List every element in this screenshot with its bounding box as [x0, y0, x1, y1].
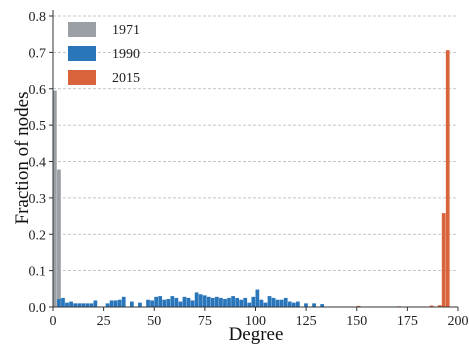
y-tick-label: 0.6 — [29, 83, 47, 98]
bar-2015-194 — [445, 50, 450, 307]
bar-1990-104 — [263, 302, 268, 307]
bar-1990-68 — [190, 300, 195, 307]
bar-1990-82 — [219, 297, 223, 307]
legend-label-1990: 1990 — [112, 47, 140, 62]
bar-1990-14 — [81, 303, 86, 307]
x-tick-label: 50 — [147, 314, 161, 329]
bar-1990-112 — [279, 299, 284, 307]
bar-1990-114 — [283, 297, 288, 307]
bar-1990-28 — [109, 300, 114, 307]
bar-1990-12 — [77, 303, 82, 307]
bar-1971-2 — [57, 169, 61, 307]
bar-1990-102 — [259, 299, 264, 307]
gridlines — [53, 15, 458, 272]
bar-1990-120 — [296, 301, 300, 307]
bar-1990-38 — [129, 301, 134, 307]
legend-swatch-1990 — [68, 46, 96, 61]
bar-1990-6 — [65, 302, 69, 307]
bar-1990-10 — [73, 303, 77, 307]
bar-1990-96 — [247, 302, 252, 307]
bar-1990-80 — [215, 296, 219, 307]
bar-1990-42 — [138, 302, 142, 307]
bar-1990-26 — [105, 303, 110, 307]
bar-1990-98 — [251, 296, 256, 307]
x-tick-label: 175 — [397, 314, 418, 329]
bar-1990-78 — [210, 297, 215, 307]
bar-1990-34 — [121, 296, 126, 307]
x-tick-label: 25 — [97, 314, 111, 329]
bar-2015-192 — [441, 213, 446, 307]
bar-1990-124 — [304, 303, 308, 307]
bar-1990-2 — [57, 298, 61, 307]
y-tick-label: 0.5 — [29, 119, 47, 134]
legend-label-2015: 2015 — [112, 71, 140, 86]
y-tick-label: 0.0 — [29, 301, 47, 316]
bar-1990-20 — [93, 300, 98, 307]
x-tick-label: 0 — [50, 314, 57, 329]
y-tick-label: 0.4 — [29, 156, 47, 171]
bar-1990-56 — [166, 298, 171, 307]
legend-label-1971: 1971 — [112, 23, 140, 38]
bars — [53, 50, 450, 307]
bar-1990-18 — [89, 303, 94, 307]
bar-1990-30 — [113, 300, 118, 307]
x-tick-label: 150 — [346, 314, 367, 329]
bar-1990-90 — [235, 297, 239, 307]
legend: 1971 1990 2015 — [68, 22, 140, 86]
bar-1990-48 — [150, 300, 154, 307]
bar-1990-92 — [239, 299, 244, 307]
bar-1990-84 — [223, 298, 227, 307]
axes: 0.0 0.1 0.2 0.3 0.4 0.5 0.6 0.7 0.8 0 25 50 75 100 125… — [29, 10, 469, 329]
bar-1990-74 — [202, 295, 207, 307]
bar-1990-110 — [275, 299, 280, 307]
bar-1990-72 — [198, 294, 203, 307]
bar-1990-50 — [154, 296, 158, 307]
bar-1971-0 — [53, 90, 57, 307]
bar-1990-86 — [227, 297, 231, 307]
x-tick-label: 75 — [198, 314, 212, 329]
bar-1990-64 — [182, 296, 187, 307]
bar-1990-132 — [320, 304, 325, 307]
bar-1990-46 — [146, 299, 150, 307]
y-tick-label: 0.7 — [29, 46, 47, 61]
bar-1990-16 — [85, 303, 90, 307]
bar-1990-4 — [61, 297, 65, 307]
x-tick-label: 200 — [448, 314, 469, 329]
x-axis-title: Degree — [229, 324, 284, 345]
bar-1990-88 — [231, 296, 235, 307]
legend-swatch-2015 — [68, 70, 96, 85]
y-tick-label: 0.2 — [29, 228, 47, 243]
bar-1990-118 — [291, 302, 296, 307]
bar-2015-186 — [429, 305, 434, 307]
y-tick-label: 0.1 — [29, 265, 47, 280]
bar-1990-116 — [287, 301, 292, 307]
x-tick-label: 100 — [245, 314, 266, 329]
bar-1990-8 — [69, 301, 73, 307]
bar-2015-190 — [437, 305, 442, 307]
x-tick-label: 125 — [296, 314, 317, 329]
bar-1990-108 — [271, 297, 276, 307]
bar-1990-70 — [194, 292, 199, 307]
bar-1990-76 — [206, 296, 211, 307]
bar-1990-60 — [174, 297, 179, 307]
bar-1990-106 — [267, 296, 272, 307]
bar-1990-94 — [243, 297, 248, 307]
bar-2015-150 — [356, 305, 361, 307]
y-tick-label: 0.8 — [29, 10, 47, 25]
bar-1990-128 — [312, 303, 316, 307]
bar-1990-52 — [158, 296, 163, 307]
bar-1990-62 — [178, 301, 183, 307]
bar-1990-54 — [162, 299, 167, 307]
bar-1990-100 — [255, 289, 260, 307]
bar-1990-32 — [117, 299, 122, 307]
bar-1990-58 — [170, 296, 175, 307]
y-tick-label: 0.3 — [29, 192, 47, 207]
y-axis-title: Fraction of nodes — [12, 92, 33, 225]
legend-swatch-1971 — [68, 22, 96, 37]
bar-1990-66 — [186, 297, 191, 307]
